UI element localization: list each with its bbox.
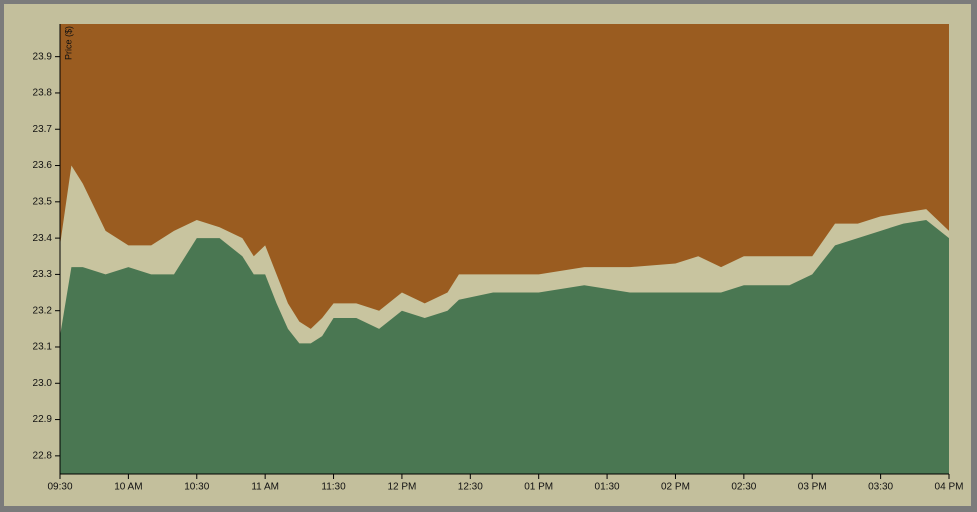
x-tick-label: 10 AM	[114, 482, 142, 493]
x-tick-label: 12 PM	[387, 482, 416, 493]
x-tick-label: 03 PM	[798, 482, 827, 493]
y-tick-label: 23.9	[33, 51, 53, 62]
x-tick-label: 09:30	[47, 482, 72, 493]
y-tick-label: 23.5	[33, 196, 53, 207]
y-tick-label: 23.4	[33, 233, 53, 244]
ask-area	[60, 24, 949, 329]
y-tick-label: 23.6	[33, 160, 53, 171]
y-tick-label: 23.0	[33, 378, 53, 389]
y-tick-label: 23.7	[33, 124, 53, 135]
y-tick-label: 22.8	[33, 450, 53, 461]
x-tick-label: 03:30	[868, 482, 893, 493]
x-tick-label: 02:30	[731, 482, 756, 493]
x-tick-label: 10:30	[184, 482, 209, 493]
y-tick-label: 23.2	[33, 305, 53, 316]
x-tick-label: 04 PM	[935, 482, 964, 493]
x-tick-label: 01 PM	[524, 482, 553, 493]
y-axis-label: Price ($)	[63, 26, 73, 60]
y-tick-label: 23.1	[33, 342, 53, 353]
x-tick-label: 12:30	[458, 482, 483, 493]
x-tick-label: 11 AM	[251, 482, 279, 493]
y-tick-label: 22.9	[33, 414, 53, 425]
bid-area	[60, 219, 949, 474]
y-tick-label: 23.3	[33, 269, 53, 280]
x-tick-label: 01:30	[595, 482, 620, 493]
x-tick-label: 02 PM	[661, 482, 690, 493]
x-tick-label: 11:30	[321, 482, 346, 493]
y-tick-label: 23.8	[33, 88, 53, 99]
